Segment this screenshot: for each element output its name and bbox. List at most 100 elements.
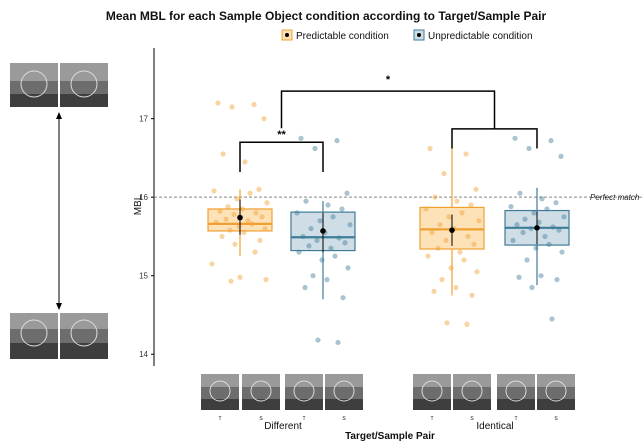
x-thumb-label: S — [259, 416, 263, 422]
mean-point — [320, 228, 326, 234]
stimulus-thumbnail — [10, 63, 58, 107]
thumb-sea — [242, 399, 280, 410]
x-thumbnail — [413, 374, 451, 410]
x-thumb-label: T — [514, 416, 517, 422]
data-point — [453, 284, 459, 291]
x-category-label: Different — [264, 421, 302, 432]
thumb-sea — [497, 399, 535, 410]
data-point — [223, 216, 229, 222]
mean-point — [534, 225, 540, 231]
data-point — [538, 273, 544, 279]
data-point — [514, 222, 520, 228]
thumb-sea — [325, 399, 363, 410]
data-point — [561, 214, 567, 220]
data-point — [217, 208, 223, 214]
data-point — [526, 145, 532, 152]
y-tick-label: 15 — [139, 272, 148, 281]
y-axis-title: MBL — [133, 194, 144, 215]
data-point — [516, 274, 522, 280]
data-point — [344, 190, 350, 196]
data-point — [549, 316, 555, 322]
legend-label-unpredictable: Unpredictable condition — [428, 31, 533, 42]
data-point — [425, 253, 431, 259]
data-point — [539, 196, 545, 202]
x-thumb-label: T — [302, 416, 305, 422]
data-point — [531, 210, 537, 216]
data-point — [302, 284, 308, 291]
legend-label-predictable: Predictable condition — [296, 31, 389, 42]
data-point — [544, 206, 550, 212]
left-stimulus-panel — [10, 63, 108, 359]
data-point — [446, 214, 452, 220]
x-axis-title: Target/Sample Pair — [345, 431, 435, 442]
data-point — [227, 227, 233, 233]
data-point — [517, 190, 523, 196]
bottom-stimulus-pair — [10, 313, 108, 359]
data-point — [459, 210, 465, 216]
y-tick-label: 17 — [139, 115, 148, 124]
data-point — [443, 237, 449, 243]
thumb-sea — [537, 399, 575, 410]
data-point — [556, 227, 562, 233]
data-point — [247, 190, 253, 196]
x-thumbnail — [497, 374, 535, 410]
data-point — [312, 145, 318, 152]
data-point — [437, 222, 443, 228]
data-point — [533, 245, 539, 251]
data-point — [328, 245, 334, 251]
data-point — [465, 233, 471, 240]
data-point — [242, 159, 248, 165]
data-point — [439, 277, 445, 283]
data-point — [232, 241, 238, 247]
reference-line-label: Perfect match — [590, 193, 640, 202]
x-thumbnail — [201, 374, 239, 410]
data-point — [213, 219, 219, 225]
x-thumb-label: T — [218, 416, 221, 422]
data-point — [469, 292, 475, 298]
data-point — [231, 211, 237, 218]
data-point — [263, 277, 269, 283]
data-point — [429, 229, 435, 236]
data-point — [508, 204, 514, 210]
data-point — [317, 218, 323, 224]
data-point — [308, 225, 314, 232]
data-point — [457, 249, 463, 255]
significance-bracket — [280, 90, 496, 129]
data-point — [229, 104, 235, 110]
data-point — [259, 214, 265, 220]
data-point — [211, 188, 217, 194]
thumb-sea — [413, 399, 451, 410]
data-point — [257, 237, 263, 243]
data-point — [334, 138, 340, 144]
mean-point — [237, 214, 243, 221]
data-point — [251, 101, 257, 108]
significance-bracket — [239, 141, 324, 173]
thumb-ring — [421, 380, 443, 402]
data-point — [236, 223, 242, 229]
data-point — [209, 261, 215, 267]
x-thumbnail — [285, 374, 323, 410]
data-point — [315, 337, 321, 343]
data-point — [294, 210, 300, 216]
stimulus-thumbnail — [10, 313, 58, 359]
data-point — [463, 151, 469, 157]
data-point — [298, 135, 304, 141]
x-thumb-label: S — [342, 416, 346, 422]
data-point — [464, 321, 470, 327]
data-point — [220, 151, 226, 157]
x-axis: T S T S T S T S Different Identical Target/Samp… — [201, 374, 575, 442]
x-thumb-label: S — [554, 416, 558, 422]
y-tick-label: 14 — [139, 350, 148, 359]
thumb-sea — [285, 399, 323, 410]
data-point — [520, 229, 526, 236]
y-axis: MBL 14 15 16 17 — [133, 48, 155, 366]
thumb-ring — [250, 380, 272, 402]
x-category-label: Identical — [476, 421, 513, 432]
thumb-ring — [209, 380, 231, 402]
data-point — [432, 194, 438, 200]
data-point — [474, 269, 480, 275]
data-point — [522, 216, 528, 222]
data-point — [558, 153, 564, 159]
thumb-sea — [453, 399, 491, 410]
